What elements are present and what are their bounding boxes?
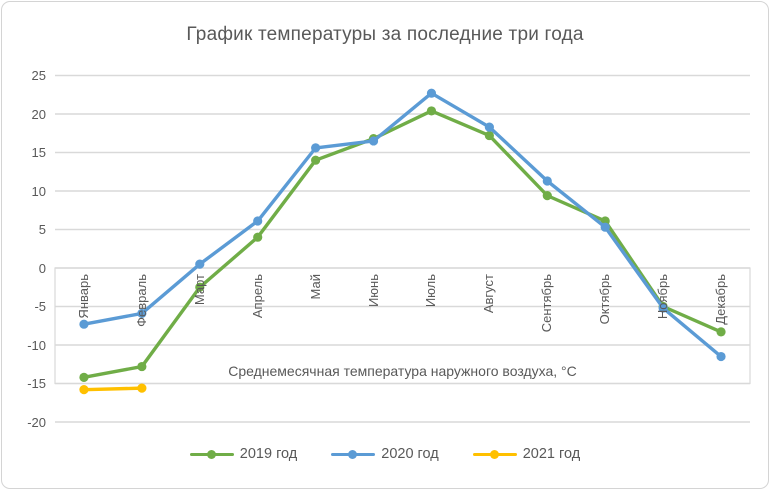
y-axis-tick-label: -5 xyxy=(34,299,46,314)
y-axis-tick-label: -20 xyxy=(27,414,46,430)
y-axis-tick-label: 15 xyxy=(31,145,46,160)
y-axis-tick-label: 25 xyxy=(31,68,46,83)
series-line-2020-год xyxy=(82,91,723,359)
data-point-marker xyxy=(716,327,726,337)
y-axis-tick-label: 10 xyxy=(31,183,46,199)
y-axis-tick-label: -10 xyxy=(27,337,46,353)
data-point-marker xyxy=(426,106,437,116)
axis-band-box xyxy=(54,267,751,385)
chart-title: График температуры за последние три года xyxy=(186,24,584,45)
data-point-marker xyxy=(600,222,610,232)
legend-marker-2019-icon xyxy=(189,449,234,459)
data-point-marker xyxy=(542,191,552,201)
series-line-2021-год xyxy=(82,386,144,392)
data-point-marker xyxy=(79,385,89,395)
y-axis-tick-label: 20 xyxy=(31,106,46,122)
legend-item-2021: 2021 год xyxy=(472,446,581,462)
legend: 2019 год 2020 год 2021 год xyxy=(2,446,768,462)
data-point-marker xyxy=(658,303,668,313)
data-point-marker xyxy=(368,136,379,146)
data-point-marker xyxy=(716,351,726,362)
y-axis-tick-label: 5 xyxy=(38,222,46,237)
data-point-marker xyxy=(137,308,147,319)
data-point-marker xyxy=(137,361,147,372)
legend-item-2019: 2019 год xyxy=(189,446,298,462)
x-axis-title: Среднемесячная температура наружного воз… xyxy=(228,363,577,379)
data-point-marker xyxy=(426,88,437,98)
legend-marker-2021-icon xyxy=(472,449,517,459)
legend-label-2019: 2019 год xyxy=(239,446,298,462)
y-axis-tick-label: 0 xyxy=(38,260,46,276)
y-axis-tick-label: -15 xyxy=(27,376,46,391)
data-point-marker xyxy=(484,122,494,132)
data-point-marker xyxy=(253,216,263,226)
legend-label-2020: 2020 год xyxy=(381,446,439,462)
legend-item-2020: 2020 год xyxy=(331,446,439,462)
data-point-marker xyxy=(79,319,89,329)
data-point-marker xyxy=(195,282,205,292)
legend-label-2021: 2021 год xyxy=(522,446,581,462)
series-line-2019-год xyxy=(82,109,723,380)
legend-marker-2020-icon xyxy=(331,449,376,459)
data-point-marker xyxy=(195,259,205,269)
data-point-marker xyxy=(484,130,494,141)
data-point-marker xyxy=(137,383,147,393)
data-point-marker xyxy=(79,372,89,382)
data-point-marker xyxy=(311,143,321,153)
data-point-marker xyxy=(542,176,552,186)
data-point-marker xyxy=(253,232,263,242)
data-point-marker xyxy=(311,155,321,165)
